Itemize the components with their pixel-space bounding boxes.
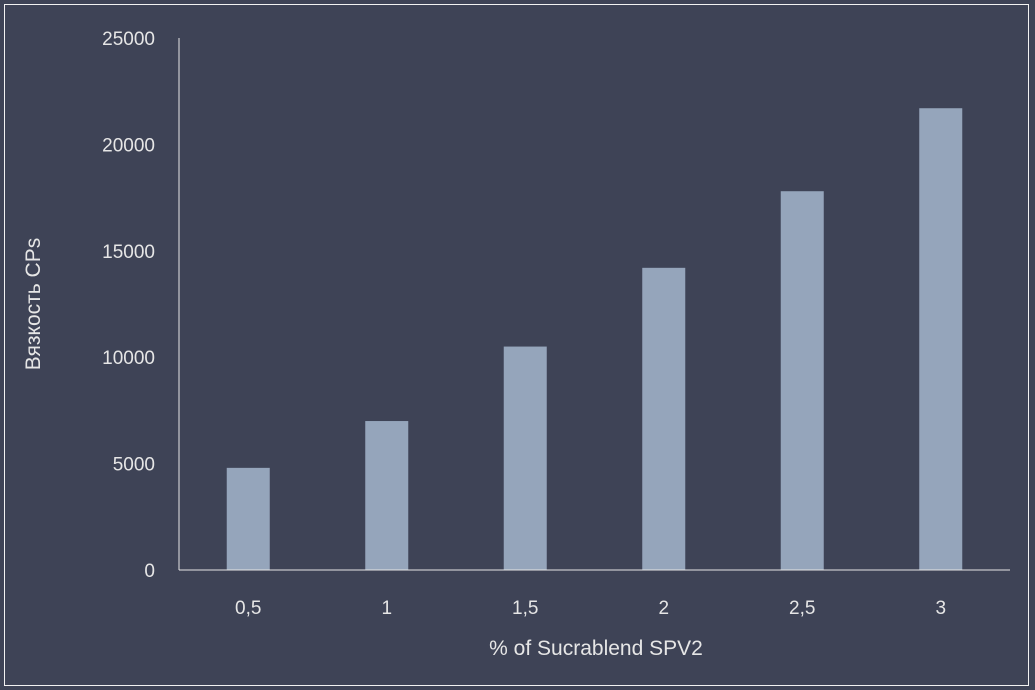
x-tick-label: 2 (658, 598, 669, 619)
y-axis-title: Вязкость CPs (22, 238, 45, 370)
x-tick-label: 2,5 (789, 598, 815, 619)
x-tick-labels: 0,5 1 1,5 2 2,5 3 (235, 598, 946, 619)
y-tick-label: 25000 (102, 29, 155, 50)
bar-0 (226, 467, 270, 570)
bars-group (226, 108, 963, 570)
x-tick-label: 1 (381, 598, 392, 619)
x-tick-label: 3 (935, 598, 946, 619)
x-tick-label: 0,5 (235, 598, 261, 619)
bar-2 (503, 346, 547, 570)
bar-5 (919, 108, 963, 570)
x-tick-label: 1,5 (512, 598, 538, 619)
bar-1 (365, 421, 409, 570)
y-tick-label: 20000 (102, 135, 155, 156)
y-tick-label: 0 (144, 561, 155, 582)
y-tick-label: 5000 (113, 455, 155, 476)
y-tick-label: 15000 (102, 242, 155, 263)
bar-3 (642, 267, 686, 570)
bar-4 (780, 191, 824, 570)
chart-frame (4, 4, 1029, 686)
x-axis-title: % of Sucrablend SPV2 (489, 637, 703, 660)
y-tick-label: 10000 (102, 348, 155, 369)
y-tick-labels: 0 5000 10000 15000 20000 25000 (102, 29, 155, 582)
